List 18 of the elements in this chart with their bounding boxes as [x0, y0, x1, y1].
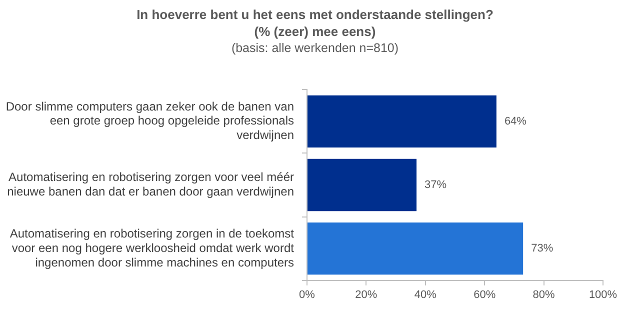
data-label: 64%	[504, 115, 527, 128]
bar	[308, 95, 496, 148]
x-tick-label: 0%	[299, 289, 316, 302]
bar	[308, 222, 524, 275]
chart-title: In hoeverre bent u het eens met onderstaande stellingen?	[136, 6, 494, 23]
data-label: 37%	[424, 179, 447, 192]
x-tick-label: 60%	[474, 289, 496, 302]
x-tick-label: 40%	[414, 289, 437, 302]
x-tick-label: 80%	[532, 289, 556, 302]
data-label: 73%	[531, 242, 554, 255]
y-tick-label: Automatisering en robotisering zorgen voor veel méér nieuwe banen dan dat er banen door gaan verdwijnen	[7, 170, 294, 199]
y-tick-label: Door slimme computers gaan zeker ook de banen van een grote groep hoog opgeleide professionals verdwijnen	[6, 99, 294, 142]
text: (basis: alle werkenden n=810)	[230, 40, 400, 56]
bar	[308, 158, 417, 212]
x-tick-label: 100%	[588, 289, 618, 302]
y-tick-label: Automatisering en robotisering zorgen in de toekomst voor een nog hogere werkloosheid omdat werk wordt ingenomen door slimme machines en computers	[10, 226, 295, 270]
chart-subtitle: (% (zeer) mee eens)	[253, 23, 377, 40]
x-tick-label: 20%	[355, 289, 378, 302]
